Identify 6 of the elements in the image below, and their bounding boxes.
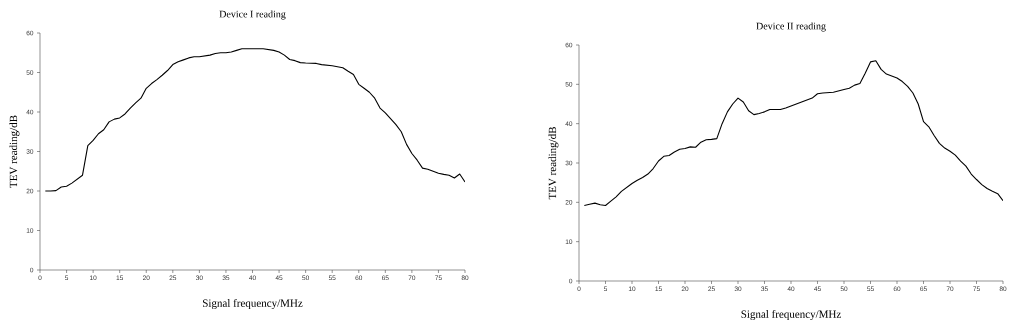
y-axis-title: TEV reading/dB [548, 127, 559, 200]
chart-title: Device II reading [756, 22, 826, 32]
x-axis-title: Signal frequency/MHz [741, 309, 841, 321]
y-axis-title: TEV reading/dB [9, 115, 20, 188]
chart-title: Device I reading [219, 10, 286, 20]
x-axis-title: Signal frequency/MHz [202, 298, 303, 310]
